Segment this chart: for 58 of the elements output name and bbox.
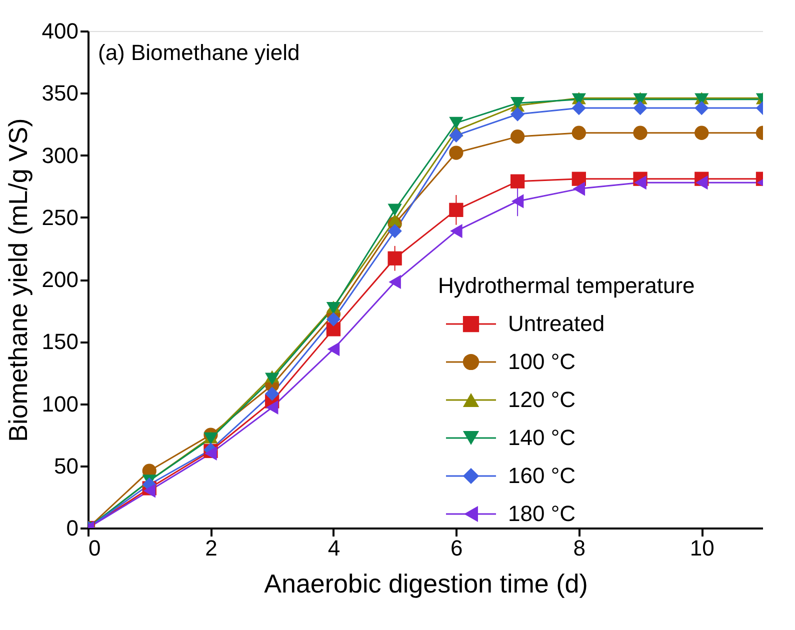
point [633,100,648,116]
point [326,322,341,336]
legend-label: 140 °C [508,425,576,450]
point [449,202,464,217]
x-tick-label: 0 [88,536,101,560]
point [572,182,586,196]
y-tick-label: 100 [42,391,78,416]
x-tick-label: 6 [450,536,463,560]
y-tick-label: 400 [42,18,78,44]
legend-label: Untreated [508,311,605,336]
point [449,128,464,142]
point [327,342,340,356]
point [449,146,464,160]
y-tick-label: 300 [42,142,78,168]
x-tick-label: 8 [573,536,586,560]
point [388,204,402,216]
point [326,312,341,326]
point [265,372,280,386]
point [266,400,278,415]
x-tick-label: 4 [328,536,340,560]
point [510,96,525,110]
point [510,107,525,122]
y-tick-label: 0 [66,516,78,540]
point [633,126,648,140]
x-tick-label: 10 [690,536,714,560]
legend-label: 100 °C [508,349,576,374]
point [696,176,708,190]
y-tick-label: 250 [42,204,78,230]
point [449,116,464,130]
point [572,126,586,140]
point [572,100,586,116]
point [694,126,709,140]
point [143,484,156,498]
legend-label: 160 °C [508,463,576,488]
point [388,214,402,226]
annotation: (a) Biomethane yield [98,40,300,65]
point [388,274,401,290]
point [694,100,709,116]
y-axis-title: Biomethane yield (mL/g VS) [2,118,33,442]
point [572,172,586,186]
y-tick-label: 50 [54,453,78,478]
point [510,130,525,144]
point [388,251,402,266]
legend-title: Hydrothermal temperature [438,273,695,298]
point [511,194,524,208]
point [510,174,525,188]
point [388,224,402,238]
point [265,386,280,401]
point [450,224,462,238]
legend-label: 180 °C [508,501,576,526]
y-tick-label: 150 [42,329,78,354]
y-tick-label: 350 [42,80,78,106]
y-tick-label: 200 [42,267,78,292]
point [204,446,217,461]
point [634,176,646,190]
legend-label: 120 °C [508,387,576,412]
x-tick-label: 2 [205,536,218,560]
x-axis-title: Anaerobic digestion time (d) [264,568,588,598]
